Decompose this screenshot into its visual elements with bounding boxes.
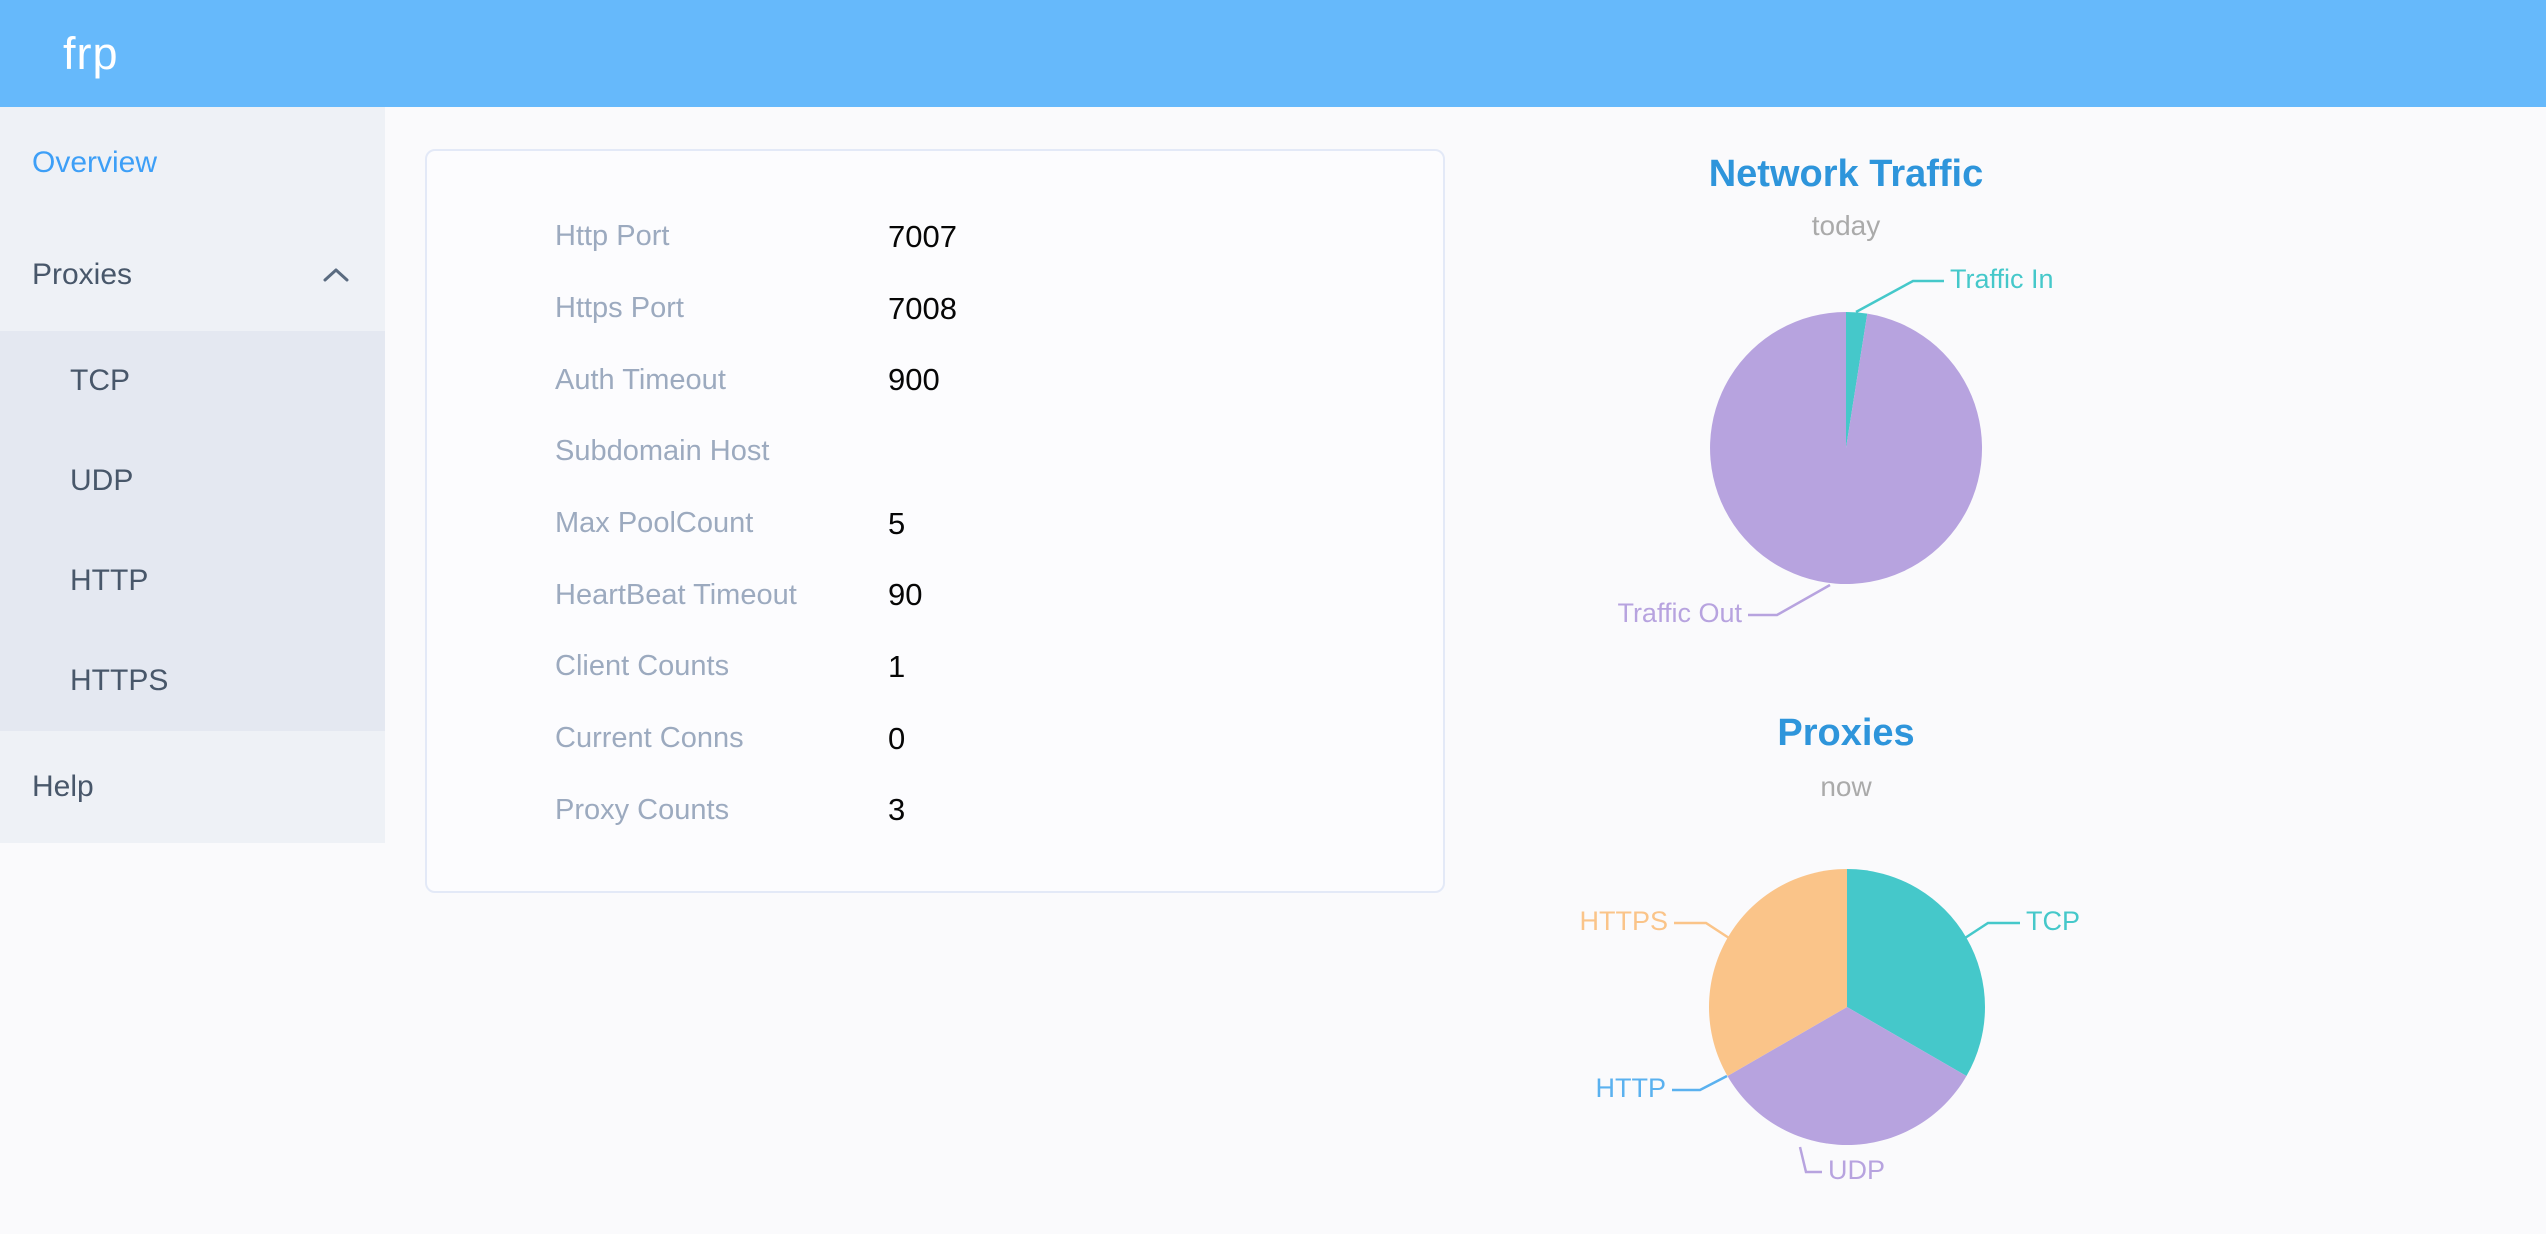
sidebar-item-label: Proxies: [32, 258, 133, 291]
row-label: Https Port: [555, 292, 684, 325]
pie-label-https: HTTPS: [1579, 906, 1668, 936]
chart-title-network-traffic: Network Traffic: [1708, 153, 1984, 195]
row-value: 3: [888, 792, 906, 828]
sidebar-item-http[interactable]: HTTP: [0, 531, 385, 631]
pie-slice-tcp: [1847, 869, 1985, 1077]
sidebar-item-label: Help: [32, 770, 94, 803]
pie-slice-https: [1708, 869, 1847, 1076]
table-row: Auth Timeout 900: [427, 344, 1443, 416]
chart-subtitle-proxies: now: [1820, 771, 1872, 802]
https-label-line: [1674, 921, 1730, 940]
row-label: Max PoolCount: [555, 507, 754, 540]
pie-slice-traffic-out: [1710, 312, 1983, 584]
proxies-submenu: TCP UDP HTTP HTTPS: [0, 331, 385, 731]
chart-title-proxies: Proxies: [1777, 712, 1915, 754]
proxies-pie-chart: TCP HTTPS HTTP UDP: [1579, 869, 2080, 1185]
row-value: 900: [888, 362, 940, 398]
row-value: 7007: [888, 218, 957, 254]
pie-label-udp: UDP: [1828, 1155, 1885, 1185]
tcp-label-line: [1964, 921, 2020, 940]
pie-label-traffic-in: Traffic In: [1950, 264, 2054, 294]
row-value: 90: [888, 577, 923, 613]
row-label: Http Port: [555, 220, 670, 253]
table-row: Subdomain Host: [427, 416, 1443, 488]
sidebar-item-overview[interactable]: Overview: [0, 107, 385, 219]
row-label: Proxy Counts: [555, 793, 730, 826]
pie-slice-traffic-in: [1846, 312, 1868, 448]
table-row: Https Port 7008: [427, 273, 1443, 345]
sidebar-item-help[interactable]: Help: [0, 731, 385, 843]
chart-subtitle-network-traffic: today: [1811, 210, 1881, 241]
traffic-out-label-line: [1748, 583, 1831, 617]
pie-label-tcp: TCP: [2026, 906, 2080, 936]
server-info-card: Http Port 7007 Https Port 7008 Auth Time…: [425, 149, 1445, 893]
sidebar-item-label: Overview: [32, 146, 158, 179]
pie-label-http: HTTP: [1596, 1073, 1667, 1103]
sidebar-item-label: HTTPS: [70, 664, 169, 697]
app-logo: frp: [63, 27, 119, 79]
http-label-line: [1672, 1074, 1728, 1092]
row-label: Client Counts: [555, 650, 730, 683]
sidebar-item-label: UDP: [70, 464, 134, 497]
sidebar: Overview Proxies TCP UDP HTTP HTTPS Help: [0, 107, 385, 843]
udp-label-line: [1798, 1146, 1822, 1174]
app-header: frp: [0, 0, 2546, 107]
pie-slice-udp: [1727, 1007, 1967, 1145]
table-row: Http Port 7007: [427, 201, 1443, 273]
table-row: Proxy Counts 3: [427, 775, 1443, 847]
sidebar-item-label: HTTP: [70, 564, 149, 597]
sidebar-item-label: TCP: [70, 364, 130, 397]
chevron-up-icon[interactable]: [323, 267, 349, 283]
sidebar-item-udp[interactable]: UDP: [0, 431, 385, 531]
table-row: Current Conns 0: [427, 703, 1443, 775]
row-value: 7008: [888, 290, 957, 326]
row-label: Subdomain Host: [555, 435, 770, 468]
row-value: 5: [888, 505, 906, 541]
sidebar-item-proxies[interactable]: Proxies: [0, 219, 385, 331]
table-row: Client Counts 1: [427, 631, 1443, 703]
sidebar-item-tcp[interactable]: TCP: [0, 331, 385, 431]
table-row: Max PoolCount 5: [427, 488, 1443, 560]
row-value: 1: [888, 648, 906, 684]
row-value: 0: [888, 720, 906, 756]
sidebar-item-https[interactable]: HTTPS: [0, 631, 385, 731]
row-label: Auth Timeout: [555, 363, 726, 396]
row-label: HeartBeat Timeout: [555, 578, 797, 611]
traffic-in-label-line: [1855, 279, 1944, 314]
network-traffic-pie-chart: Traffic In Traffic Out: [1617, 264, 2054, 628]
row-label: Current Conns: [555, 722, 744, 755]
pie-label-traffic-out: Traffic Out: [1617, 598, 1742, 628]
table-row: HeartBeat Timeout 90: [427, 559, 1443, 631]
